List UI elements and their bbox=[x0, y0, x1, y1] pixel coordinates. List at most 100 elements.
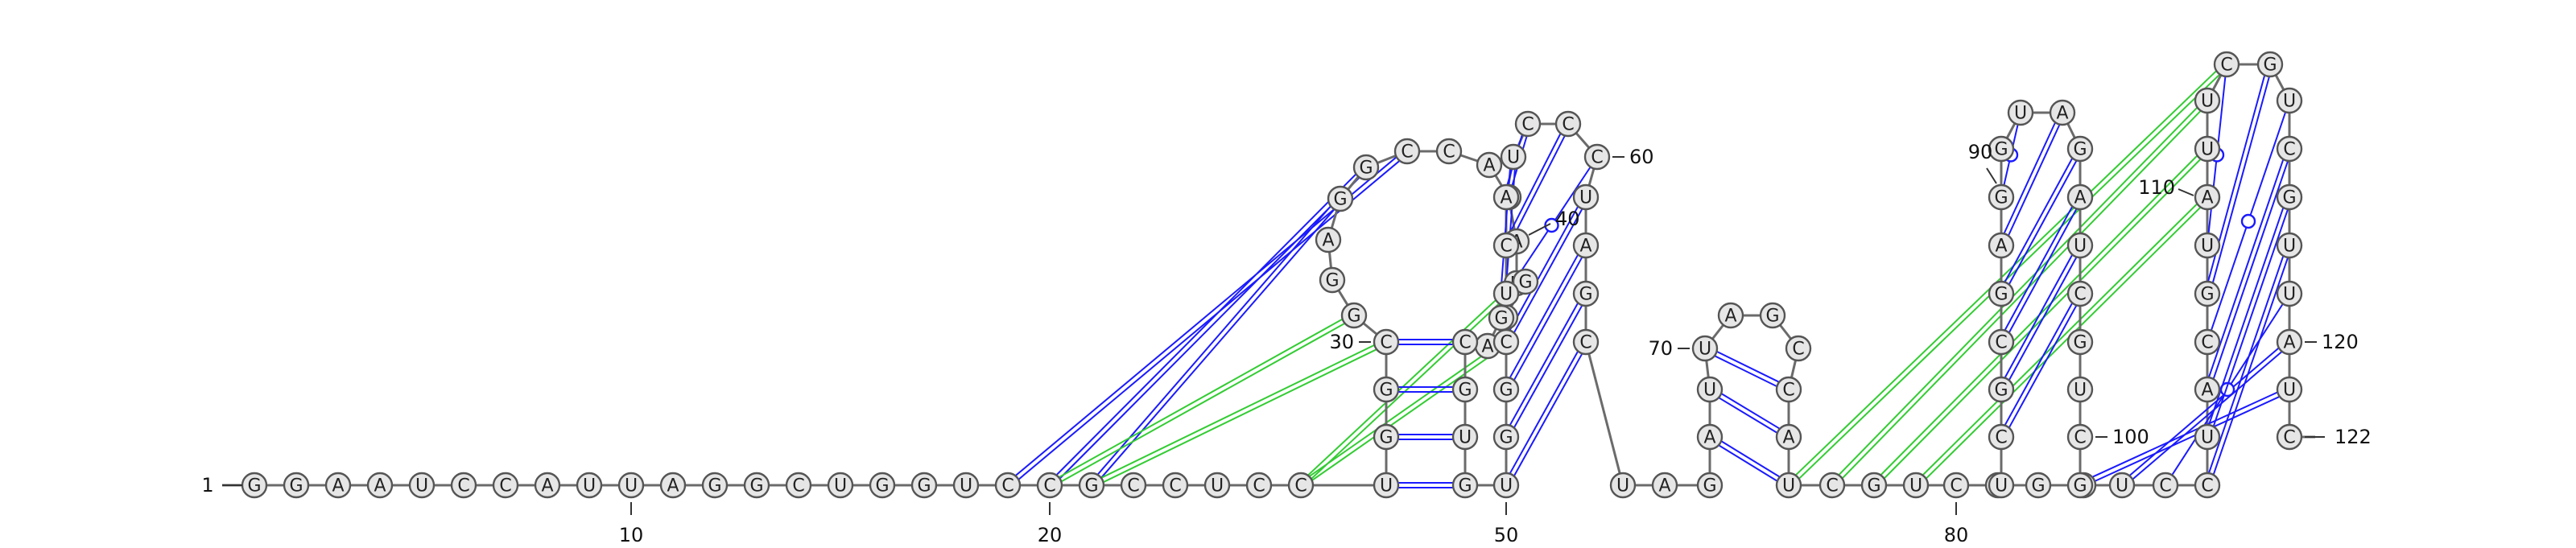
nucleotide-4: A bbox=[366, 472, 394, 499]
nucleotide-letter: G bbox=[1499, 381, 1513, 401]
nucleotide-letter: A bbox=[1703, 428, 1715, 448]
nucleotide-letter: G bbox=[708, 476, 721, 496]
nucleotide-53: C bbox=[1492, 328, 1520, 356]
nucleotide-circle bbox=[1435, 138, 1463, 165]
numbering-label-40: 40 bbox=[1555, 208, 1580, 230]
nucleotide-circle bbox=[1759, 302, 1786, 329]
nucleotide-letter: G bbox=[2073, 140, 2087, 160]
nucleotide-49: G bbox=[1451, 472, 1479, 499]
nucleotide-circle bbox=[2194, 135, 2221, 163]
nucleotide-circle bbox=[1373, 376, 1400, 403]
nucleotide-letter: C bbox=[1826, 476, 1838, 496]
nucleotide-25: C bbox=[1245, 472, 1273, 499]
nucleotide-circle bbox=[1988, 232, 2015, 259]
nucleotide-31: G bbox=[1340, 302, 1368, 329]
nucleotide-55: C bbox=[1492, 232, 1520, 259]
numbering-label-100: 100 bbox=[2112, 426, 2149, 448]
nucleotide-letter: G bbox=[917, 476, 931, 496]
nucleotide-letter: U bbox=[834, 476, 847, 496]
nucleotide-letter: U bbox=[2201, 140, 2214, 160]
nucleotide-circle bbox=[1902, 472, 1930, 499]
nucleotide-letter: C bbox=[1169, 476, 1181, 496]
base-pair-87-95 bbox=[2004, 206, 2074, 331]
pseudoknot-line-20-31-a bbox=[1048, 312, 1354, 484]
nucleotide-70: U bbox=[1691, 335, 1719, 362]
nucleotide-circle bbox=[1451, 376, 1479, 403]
nucleotide-letter: G bbox=[2263, 56, 2277, 76]
nucleotide-letter: C bbox=[2283, 140, 2295, 160]
nucleotide-9: U bbox=[576, 472, 603, 499]
nucleotide-103: C bbox=[2152, 472, 2179, 499]
nucleotide-circle bbox=[1492, 328, 1520, 356]
nucleotide-letter: U bbox=[1782, 476, 1795, 496]
nucleotide-117: G bbox=[2276, 183, 2303, 211]
nucleotide-circle bbox=[1988, 376, 2015, 403]
nucleotide-letter: G bbox=[1458, 476, 1472, 496]
nucleotide-circle bbox=[1352, 154, 1380, 181]
base-pair-68-76 bbox=[1720, 440, 1781, 478]
nucleotide-2: G bbox=[283, 472, 310, 499]
nucleotide-27: U bbox=[1373, 472, 1400, 499]
nucleotide-84: U bbox=[1988, 472, 2015, 499]
nucleotide-29: G bbox=[1373, 376, 1400, 403]
nucleotide-circle bbox=[1492, 232, 1520, 259]
nucleotide-circle bbox=[408, 472, 436, 499]
nucleotide-letter: G bbox=[247, 476, 261, 496]
nucleotide-circle bbox=[366, 472, 394, 499]
numbering-tick bbox=[1528, 223, 1551, 236]
nucleotide-72: G bbox=[1759, 302, 1786, 329]
nucleotide-47: G bbox=[1451, 376, 1479, 403]
nucleotide-circle bbox=[1717, 302, 1744, 329]
nucleotide-letter: U bbox=[583, 476, 596, 496]
base-pair-layer bbox=[1398, 75, 2289, 488]
base-pair-51-63 bbox=[1513, 305, 1583, 428]
numbering-label-120: 120 bbox=[2322, 331, 2359, 353]
nucleotide-28: G bbox=[1373, 423, 1400, 451]
nucleotide-circle bbox=[1583, 143, 1611, 171]
nucleotide-48: U bbox=[1451, 423, 1479, 451]
nucleotide-letter: G bbox=[875, 476, 889, 496]
nucleotide-94: G bbox=[2066, 135, 2094, 163]
nucleotide-69: U bbox=[1696, 376, 1724, 403]
nucleotide-75: A bbox=[1775, 423, 1802, 451]
nucleotide-57: U bbox=[1500, 143, 1527, 171]
nucleotide-letter: U bbox=[1459, 428, 1472, 448]
nucleotide-circle bbox=[1340, 302, 1368, 329]
nucleotide-58: C bbox=[1514, 110, 1542, 138]
nucleotide-121: U bbox=[2276, 376, 2303, 403]
nucleotide-letter: C bbox=[1995, 428, 2007, 448]
nucleotide-circle bbox=[1514, 110, 1542, 138]
nucleotide-letter: C bbox=[1380, 333, 1392, 353]
nucleotide-circle bbox=[659, 472, 687, 499]
base-pair-85-97 bbox=[2008, 305, 2078, 428]
nucleotide-66: A bbox=[1651, 472, 1678, 499]
nucleotide-64: C bbox=[1572, 328, 1600, 356]
nucleotide-14: C bbox=[785, 472, 812, 499]
nucleotide-63: G bbox=[1572, 280, 1600, 307]
numbering-label-60: 60 bbox=[1629, 146, 1654, 168]
nucleotide-32: G bbox=[1319, 266, 1346, 294]
nucleotide-circle bbox=[2066, 423, 2094, 451]
base-pair-89-93 bbox=[2008, 124, 2061, 237]
numbering-label-90: 90 bbox=[1968, 141, 1993, 163]
tertiary-line-21-34-a bbox=[1088, 196, 1340, 484]
nucleotide-46: C bbox=[1451, 328, 1479, 356]
nucleotide-letter: G bbox=[1994, 140, 2008, 160]
nucleotide-82: G bbox=[2025, 472, 2052, 499]
nucleotide-letter: U bbox=[2116, 476, 2128, 496]
nucleotide-layer: GGAAUCCAUUAGGCUGGUCCGCCUCCUGGCGGAGGCCAGA… bbox=[241, 51, 2303, 499]
nucleotide-36: C bbox=[1393, 138, 1421, 165]
base-pair-89-93 bbox=[2003, 122, 2056, 234]
nucleotide-circle bbox=[1319, 266, 1346, 294]
numbering-label-70: 70 bbox=[1648, 337, 1673, 360]
nucleotide-letter: C bbox=[1043, 476, 1055, 496]
nucleotide-51: G bbox=[1492, 423, 1520, 451]
nucleotide-circle bbox=[2066, 232, 2094, 259]
numbering-label-50: 50 bbox=[1494, 524, 1519, 546]
nucleotide-letter: G bbox=[1867, 476, 1880, 496]
nucleotide-12: G bbox=[701, 472, 729, 499]
base-pair-55-59 bbox=[1509, 133, 1562, 234]
nucleotide-86: G bbox=[1988, 376, 2015, 403]
nucleotide-93: A bbox=[2049, 99, 2076, 126]
